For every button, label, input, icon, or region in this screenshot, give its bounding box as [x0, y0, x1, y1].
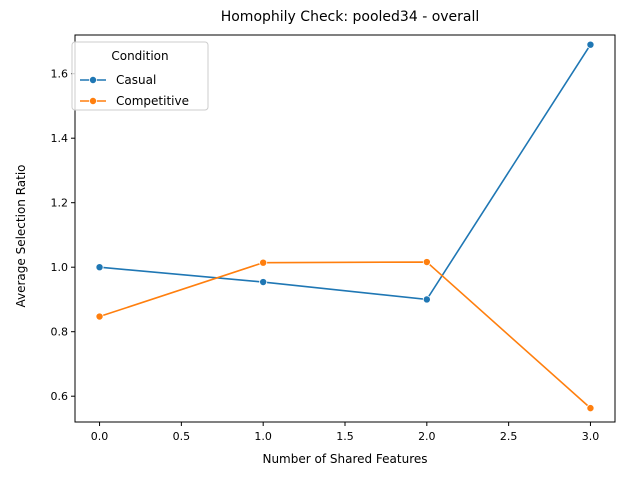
- axes-frame: [74, 34, 616, 423]
- series-line-competitive: [99, 261, 591, 409]
- y-axis-label: Average Selection Ratio: [14, 164, 28, 307]
- chart-title: Homophily Check: pooled34 - overall: [221, 9, 480, 25]
- x-axis-label: Number of Shared Features: [262, 452, 427, 466]
- data-point-competitive: [259, 258, 268, 267]
- y-tick-label: 1.0: [51, 261, 69, 274]
- legend-entries: Casual Competitive: [80, 73, 189, 108]
- series-layer: [95, 40, 595, 413]
- legend-label-casual: Casual: [116, 73, 156, 87]
- legend: Condition Casual Competitive: [71, 41, 209, 111]
- data-point-casual: [586, 40, 595, 49]
- legend-label-competitive: Competitive: [116, 94, 189, 108]
- x-tick-label: 3.0: [582, 430, 600, 443]
- y-axis-ticks: 0.6 0.8 1.0 1.2 1.4 1.6: [51, 68, 75, 403]
- y-tick-label: 1.6: [51, 68, 69, 81]
- data-point-casual: [422, 295, 431, 304]
- data-point-competitive: [95, 312, 104, 321]
- y-tick-label: 0.8: [51, 326, 69, 339]
- legend-marker-competitive: [89, 97, 98, 106]
- y-tick-label: 1.4: [51, 132, 69, 145]
- y-tick-label: 1.2: [51, 197, 69, 210]
- data-point-casual: [259, 278, 268, 287]
- legend-title: Condition: [111, 49, 168, 63]
- x-tick-label: 1.0: [254, 430, 272, 443]
- plot-area: 0.0 0.5 1.0 1.5 2.0 2.5 3.0 0.6 0.8 1.0 1.2 1.4 1.6: [51, 34, 616, 443]
- x-tick-label: 2.0: [418, 430, 436, 443]
- data-point-competitive: [586, 404, 595, 413]
- x-axis-ticks: 0.0 0.5 1.0 1.5 2.0 2.5 3.0: [91, 422, 599, 443]
- x-tick-label: 0.0: [91, 430, 109, 443]
- legend-marker-casual: [89, 76, 98, 85]
- legend-box: [71, 41, 209, 111]
- x-tick-label: 2.5: [500, 430, 518, 443]
- x-tick-label: 1.5: [336, 430, 354, 443]
- x-tick-label: 0.5: [173, 430, 191, 443]
- series-line-casual: [99, 44, 592, 301]
- data-point-casual: [95, 263, 104, 272]
- y-tick-label: 0.6: [51, 390, 69, 403]
- data-point-competitive: [422, 258, 431, 267]
